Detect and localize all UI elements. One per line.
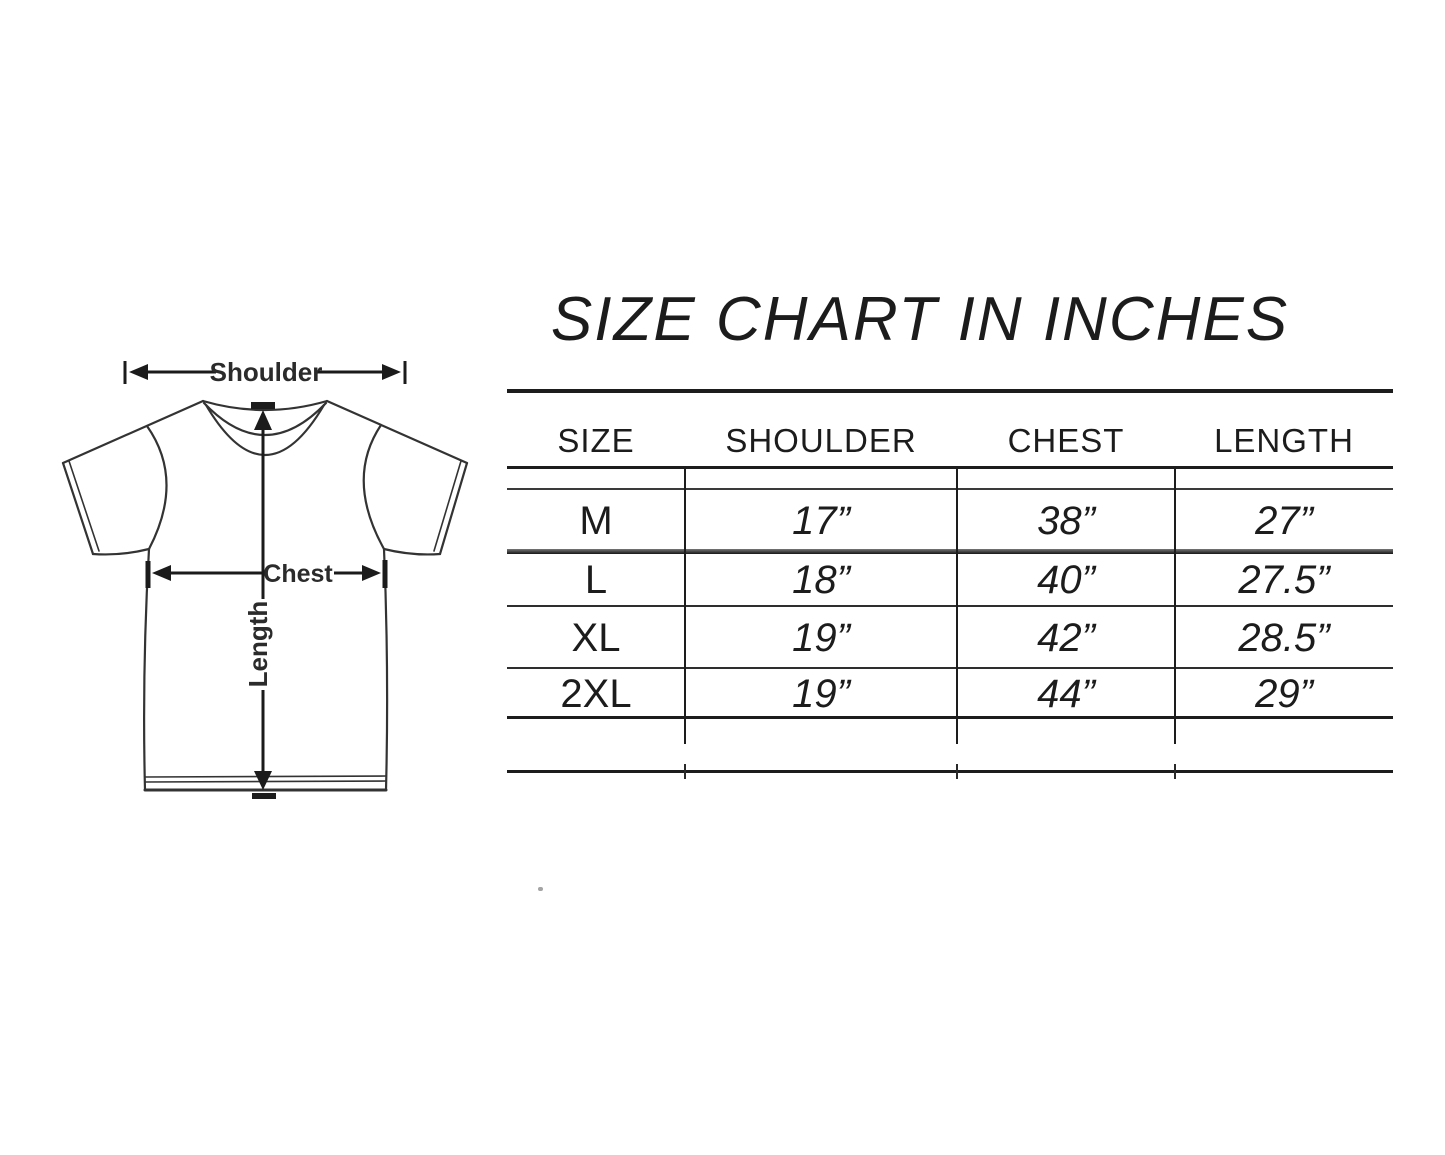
collar-center-mark [251, 402, 275, 409]
row-rule-after-l [507, 605, 1393, 607]
column-divider-3 [1174, 467, 1176, 744]
scan-artifact-dot [538, 887, 543, 891]
table-bottom-rule [507, 770, 1393, 773]
size-label: L [584, 558, 608, 602]
column-divider-1 [684, 467, 686, 744]
column-header-chest: CHEST [1007, 422, 1125, 459]
table-value: 17” [792, 499, 850, 543]
header-bottom-rule-thin [507, 488, 1393, 490]
size-label: 2XL [560, 672, 632, 716]
page-title: SIZE CHART IN INCHES [550, 285, 1290, 354]
column-header-size: SIZE [557, 422, 635, 459]
chest-measure-arrow [145, 560, 388, 588]
table-value: 19” [792, 616, 850, 660]
table-value: 38” [1037, 499, 1095, 543]
row-rule-after-xl [507, 667, 1393, 669]
tshirt-outline [61, 399, 469, 792]
table-top-rule [507, 389, 1393, 393]
tshirt-measurement-diagram: Shoulder Chest Length [61, 357, 469, 799]
table-value: 44” [1037, 672, 1095, 716]
tshirt-collar [201, 399, 329, 457]
column-divider-2 [956, 467, 958, 744]
bottom-rule-tick-3 [1174, 764, 1176, 779]
length-end-mark [252, 793, 276, 799]
bottom-rule-tick-2 [956, 764, 958, 779]
table-value: 40” [1037, 558, 1095, 602]
length-label: Length [243, 601, 273, 688]
column-header-length: LENGTH [1214, 422, 1354, 459]
table-value: 19” [792, 672, 850, 716]
table-value: 27” [1255, 499, 1313, 543]
length-measure-arrow [252, 410, 276, 799]
table-value: 29” [1255, 672, 1313, 716]
chest-label: Chest [263, 560, 333, 588]
table-value: 28.5” [1238, 616, 1330, 660]
header-bottom-rule [507, 466, 1393, 469]
table-value: 18” [792, 558, 850, 602]
size-label: M [579, 499, 613, 543]
size-label: XL [571, 616, 621, 660]
table-value: 27.5” [1238, 558, 1330, 602]
shoulder-measure-arrow [123, 361, 407, 384]
column-header-shoulder: SHOULDER [725, 422, 917, 459]
shoulder-label: Shoulder [210, 357, 323, 387]
row-rule-after-m [507, 549, 1393, 554]
table-value: 42” [1037, 616, 1095, 660]
bottom-rule-tick-1 [684, 764, 686, 779]
row-rule-after-2xl [507, 716, 1393, 719]
